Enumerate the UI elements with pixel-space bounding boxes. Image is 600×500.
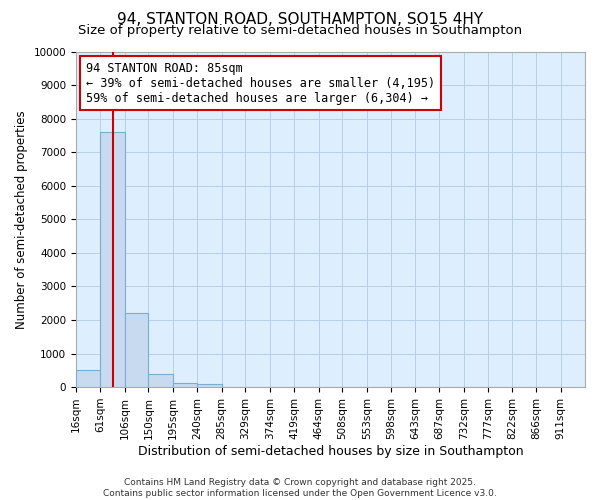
Bar (100, 132, 125, 387)
Bar (125, 314, 148, 387)
Bar (76, 370, 100, 387)
Y-axis label: Number of semi-detached properties: Number of semi-detached properties (15, 110, 28, 328)
Bar (173, 383, 197, 387)
Text: Size of property relative to semi-detached houses in Southampton: Size of property relative to semi-detach… (78, 24, 522, 37)
Text: 94 STANTON ROAD: 85sqm
← 39% of semi-detached houses are smaller (4,195)
59% of : 94 STANTON ROAD: 85sqm ← 39% of semi-det… (86, 62, 435, 104)
Text: Contains HM Land Registry data © Crown copyright and database right 2025.
Contai: Contains HM Land Registry data © Crown c… (103, 478, 497, 498)
Bar (197, 384, 221, 387)
Text: 94, STANTON ROAD, SOUTHAMPTON, SO15 4HY: 94, STANTON ROAD, SOUTHAMPTON, SO15 4HY (117, 12, 483, 28)
X-axis label: Distribution of semi-detached houses by size in Southampton: Distribution of semi-detached houses by … (137, 444, 523, 458)
Bar (148, 374, 173, 387)
